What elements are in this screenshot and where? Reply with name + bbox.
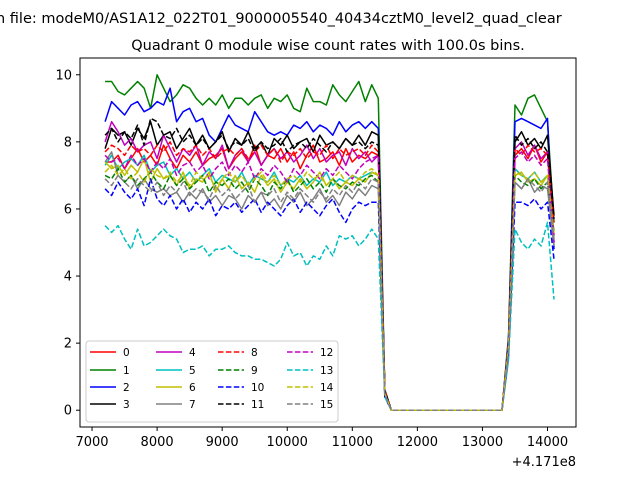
legend-label-12: 12 bbox=[320, 347, 333, 359]
x-tick-label: 12000 bbox=[397, 435, 438, 450]
series-line-15 bbox=[104, 174, 555, 411]
legend-label-5: 5 bbox=[189, 365, 196, 377]
x-tick-label: 7000 bbox=[75, 435, 108, 450]
y-tick-label: 0 bbox=[64, 404, 72, 419]
legend-label-8: 8 bbox=[251, 347, 258, 359]
series-line-14 bbox=[104, 164, 555, 411]
x-tick-label: 9000 bbox=[206, 435, 239, 450]
suptitle: n file: modeM0/AS1A12_022T01_9000005540_… bbox=[0, 11, 562, 27]
y-tick-label: 6 bbox=[64, 202, 72, 217]
x-tick-label: 13000 bbox=[462, 435, 503, 450]
legend-label-6: 6 bbox=[189, 382, 196, 394]
x-tick-label: 10000 bbox=[267, 435, 308, 450]
x-tick-label: 8000 bbox=[141, 435, 174, 450]
legend-label-15: 15 bbox=[320, 399, 333, 411]
plot-frame bbox=[79, 57, 577, 428]
legend-label-2: 2 bbox=[123, 382, 130, 394]
legend-label-9: 9 bbox=[251, 365, 258, 377]
legend-label-4: 4 bbox=[189, 347, 196, 359]
chart-title: Quadrant 0 module wise count rates with … bbox=[131, 38, 525, 54]
legend-label-11: 11 bbox=[251, 399, 264, 411]
legend-box bbox=[85, 340, 339, 423]
x-offset-text: +4.171e8 bbox=[512, 455, 576, 470]
y-tick-label: 2 bbox=[64, 337, 72, 352]
legend-label-14: 14 bbox=[320, 382, 334, 394]
series-line-9 bbox=[104, 167, 555, 411]
y-tick-label: 8 bbox=[64, 135, 72, 150]
x-tick-label: 14000 bbox=[527, 435, 568, 450]
legend-label-3: 3 bbox=[123, 399, 130, 411]
legend-label-13: 13 bbox=[320, 365, 333, 377]
legend-label-10: 10 bbox=[251, 382, 264, 394]
legend-label-1: 1 bbox=[123, 365, 130, 377]
y-tick-label: 4 bbox=[64, 270, 72, 285]
legend-label-7: 7 bbox=[189, 399, 196, 411]
y-tick-label: 10 bbox=[55, 68, 72, 83]
series-line-13 bbox=[104, 221, 555, 411]
x-tick-label: 11000 bbox=[332, 435, 373, 450]
legend-label-0: 0 bbox=[123, 347, 130, 359]
x-axis: 7000 8000 9000 10000 11000 12000 13000 14000 bbox=[75, 427, 568, 450]
y-axis: 0 2 4 6 8 10 bbox=[55, 68, 80, 419]
series-lines bbox=[104, 74, 555, 411]
